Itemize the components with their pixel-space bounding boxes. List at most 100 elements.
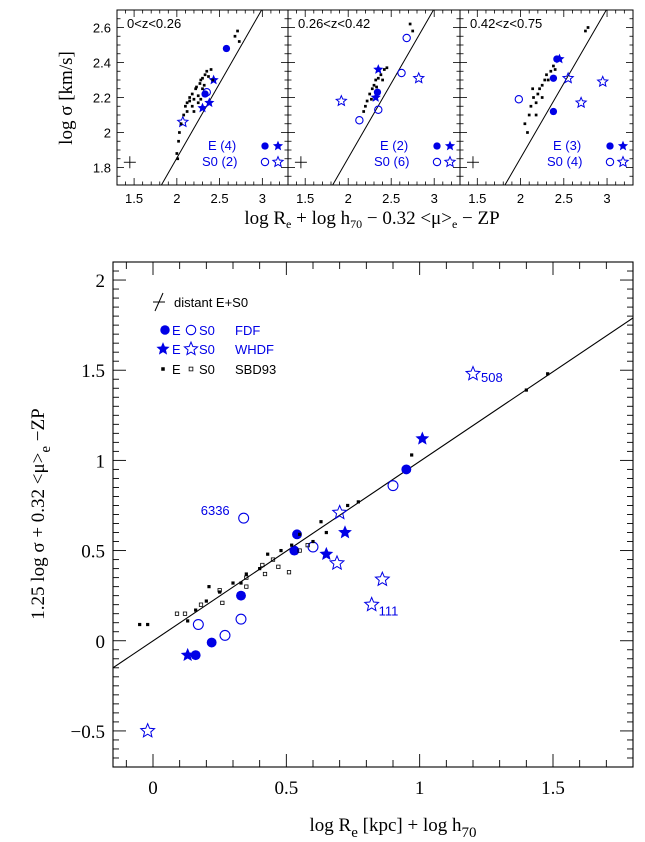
data-point [139, 722, 156, 738]
annotation-label: 508 [481, 370, 503, 385]
top-y-axis-label: log σ [km/s] [56, 51, 77, 145]
data-point [561, 71, 575, 84]
legend-e-label: E (3) [553, 138, 581, 153]
data-point [207, 585, 211, 589]
data-point [370, 92, 381, 102]
data-point [202, 83, 206, 87]
legend-marker [153, 292, 165, 312]
data-point [190, 92, 194, 96]
data-point [185, 110, 189, 113]
data-point [514, 95, 524, 104]
legend-marker [161, 367, 165, 371]
x-tick-label: 1.5 [296, 191, 314, 206]
legend-marker [261, 142, 269, 150]
fit-line [113, 317, 633, 669]
data-point [244, 572, 248, 576]
data-point [549, 69, 553, 73]
data-point [402, 33, 411, 43]
data-point [531, 87, 535, 91]
data-point [219, 629, 231, 641]
data-point [196, 94, 200, 98]
data-point [553, 68, 557, 71]
top-x-axis-label: log Re + log h70 − 0.32 <μ>e − ZP [244, 208, 499, 231]
legend-marker [616, 155, 630, 168]
data-point [331, 504, 348, 520]
data-point [411, 29, 415, 33]
legend-label: FDF [235, 323, 260, 338]
data-point [236, 590, 246, 601]
legend-label: E [172, 342, 181, 357]
data-point [374, 78, 378, 82]
data-point [546, 372, 550, 376]
data-point [186, 619, 190, 623]
data-point [362, 110, 366, 113]
data-point [540, 83, 544, 87]
data-point [410, 453, 414, 457]
data-point [185, 101, 189, 105]
x-tick-label: 2 [173, 191, 180, 206]
data-point [222, 44, 231, 53]
x-tick-label: 3 [603, 191, 610, 206]
data-point [319, 520, 323, 524]
data-point [201, 87, 204, 91]
data-point [586, 26, 590, 29]
data-point [412, 71, 426, 84]
y-tick-label: 0 [96, 632, 106, 653]
data-point [552, 64, 555, 68]
data-point [549, 74, 558, 82]
data-point [239, 581, 243, 585]
data-point [554, 53, 565, 64]
legend-marker [605, 157, 615, 167]
data-point [146, 622, 150, 627]
legend-marker [617, 140, 629, 151]
data-point [363, 596, 380, 612]
data-point [324, 530, 328, 535]
legend-s0-label: S0 (6) [374, 154, 409, 169]
data-point [202, 88, 211, 97]
data-point [328, 554, 346, 571]
data-point [524, 388, 528, 392]
legend-s0-label: S0 (2) [202, 154, 237, 169]
data-point [220, 600, 225, 605]
legend-label: S0 [199, 362, 215, 377]
legend-marker [271, 155, 285, 168]
data-point [379, 73, 383, 77]
data-point [529, 104, 533, 108]
x-tick-label: 1.5 [541, 778, 565, 799]
panel-label: 0.42<z<0.75 [470, 16, 542, 31]
x-tick-label: 3 [259, 191, 266, 206]
y-tick-label: 2.4 [93, 56, 111, 71]
data-point [408, 22, 412, 26]
data-point [233, 34, 237, 38]
x-tick-label: 3 [431, 191, 438, 206]
x-tick-label: 2.5 [382, 191, 400, 206]
data-point [527, 113, 531, 117]
legend-marker [183, 340, 199, 356]
data-point [298, 532, 302, 536]
data-point [244, 575, 249, 580]
data-point [262, 571, 268, 577]
data-point [179, 122, 183, 126]
data-point [194, 87, 198, 91]
data-point [374, 105, 383, 114]
data-point [199, 97, 203, 101]
top-panel-2 [287, 9, 461, 186]
data-point [376, 76, 380, 80]
data-point [175, 152, 179, 155]
legend-marker [185, 324, 197, 336]
data-point [596, 75, 610, 88]
legend-s0-label: S0 (4) [547, 154, 582, 169]
legend-e-label: E (2) [380, 138, 408, 153]
data-point [334, 94, 348, 107]
data-point [297, 548, 302, 553]
data-point [387, 480, 399, 492]
data-point [176, 157, 180, 161]
data-point [532, 96, 535, 99]
data-point [184, 104, 187, 108]
data-point [584, 29, 587, 33]
data-point [258, 567, 262, 571]
data-point [260, 562, 265, 568]
legend-marker [156, 342, 170, 355]
y-tick-label: 2.2 [93, 91, 111, 106]
annotation-label: 6336 [201, 503, 230, 518]
